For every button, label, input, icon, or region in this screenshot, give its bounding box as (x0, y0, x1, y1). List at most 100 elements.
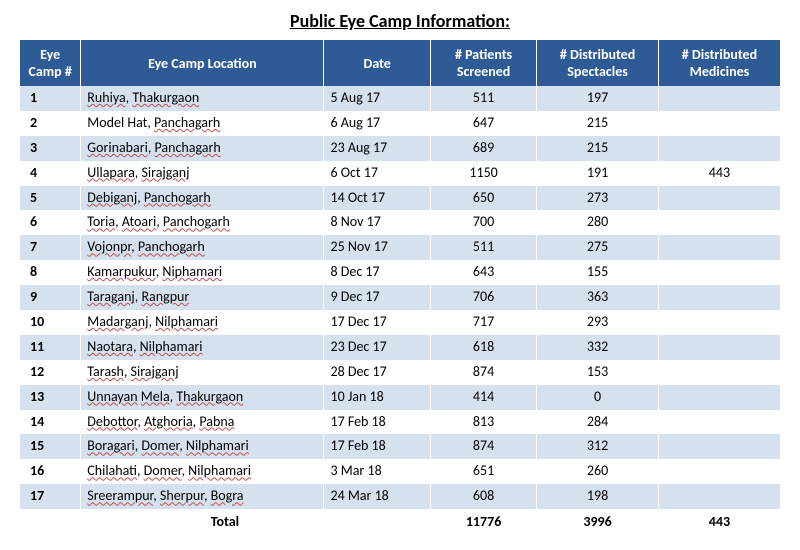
cell-location: Madarganj, Nilphamari (81, 310, 324, 335)
col-patients: # Patients Screened (430, 40, 536, 86)
col-camp-num: Eye Camp # (20, 40, 81, 86)
table-row: 14Debottor, Atghoria, Pabna17 Feb 188132… (20, 410, 780, 435)
cell-patients: 511 (430, 86, 536, 111)
cell-spectacles: 260 (537, 459, 659, 484)
cell-patients: 874 (430, 360, 536, 385)
cell-medicines (658, 484, 780, 509)
table-row: 6Toria, Atoari, Panchogarh8 Nov 17700280 (20, 210, 780, 235)
table-row: 8Kamarpukur, Niphamari8 Dec 17643155 (20, 260, 780, 285)
cell-camp-num: 7 (20, 235, 81, 260)
cell-camp-num: 8 (20, 260, 81, 285)
cell-patients: 608 (430, 484, 536, 509)
cell-spectacles: 0 (537, 385, 659, 410)
cell-medicines (658, 111, 780, 136)
cell-camp-num: 17 (20, 484, 81, 509)
cell-medicines (658, 235, 780, 260)
cell-spectacles: 191 (537, 161, 659, 186)
cell-date: 6 Oct 17 (324, 161, 430, 186)
cell-camp-num: 1 (20, 86, 81, 111)
eye-camp-table: Eye Camp # Eye Camp Location Date # Pati… (20, 40, 780, 535)
cell-spectacles: 198 (537, 484, 659, 509)
cell-location: Chilahati, Domer, Nilphamari (81, 459, 324, 484)
cell-date: 23 Dec 17 (324, 335, 430, 360)
cell-location: Naotara, Nilphamari (81, 335, 324, 360)
col-date: Date (324, 40, 430, 86)
total-medicines: 443 (658, 509, 780, 535)
cell-spectacles: 215 (537, 111, 659, 136)
table-row: 12Tarash, Sirajganj28 Dec 17874153 (20, 360, 780, 385)
table-row: 2Model Hat, Panchagarh6 Aug 17647215 (20, 111, 780, 136)
total-patients: 11776 (430, 509, 536, 535)
cell-spectacles: 363 (537, 285, 659, 310)
table-row: 9Taraganj, Rangpur9 Dec 17706363 (20, 285, 780, 310)
cell-patients: 650 (430, 186, 536, 211)
total-label: Total (20, 509, 430, 535)
cell-date: 14 Oct 17 (324, 186, 430, 211)
cell-location: Debottor, Atghoria, Pabna (81, 410, 324, 435)
cell-medicines (658, 136, 780, 161)
cell-camp-num: 9 (20, 285, 81, 310)
cell-patients: 700 (430, 210, 536, 235)
cell-camp-num: 3 (20, 136, 81, 161)
cell-date: 10 Jan 18 (324, 385, 430, 410)
cell-medicines (658, 310, 780, 335)
cell-medicines (658, 86, 780, 111)
cell-patients: 643 (430, 260, 536, 285)
cell-patients: 689 (430, 136, 536, 161)
table-body: 1Ruhiya, Thakurgaon5 Aug 175111972Model … (20, 86, 780, 535)
cell-date: 8 Nov 17 (324, 210, 430, 235)
cell-location: Debiganj, Panchogarh (81, 186, 324, 211)
cell-spectacles: 280 (537, 210, 659, 235)
cell-camp-num: 2 (20, 111, 81, 136)
table-row: 5Debiganj, Panchogarh14 Oct 17650273 (20, 186, 780, 211)
cell-spectacles: 197 (537, 86, 659, 111)
table-header: Eye Camp # Eye Camp Location Date # Pati… (20, 40, 780, 86)
col-location: Eye Camp Location (81, 40, 324, 86)
table-row: 3Gorinabari, Panchagarh23 Aug 17689215 (20, 136, 780, 161)
cell-spectacles: 284 (537, 410, 659, 435)
cell-camp-num: 10 (20, 310, 81, 335)
table-row: 13Unnayan Mela, Thakurgaon10 Jan 184140 (20, 385, 780, 410)
cell-patients: 706 (430, 285, 536, 310)
cell-location: Gorinabari, Panchagarh (81, 136, 324, 161)
cell-date: 17 Dec 17 (324, 310, 430, 335)
cell-spectacles: 273 (537, 186, 659, 211)
cell-camp-num: 4 (20, 161, 81, 186)
cell-medicines (658, 360, 780, 385)
cell-spectacles: 312 (537, 434, 659, 459)
cell-date: 17 Feb 18 (324, 410, 430, 435)
cell-date: 24 Mar 18 (324, 484, 430, 509)
table-row: 17Sreerampur, Sherpur, Bogra24 Mar 18608… (20, 484, 780, 509)
cell-date: 6 Aug 17 (324, 111, 430, 136)
cell-medicines (658, 285, 780, 310)
cell-date: 8 Dec 17 (324, 260, 430, 285)
cell-date: 9 Dec 17 (324, 285, 430, 310)
cell-medicines (658, 260, 780, 285)
cell-camp-num: 13 (20, 385, 81, 410)
cell-location: Sreerampur, Sherpur, Bogra (81, 484, 324, 509)
cell-spectacles: 275 (537, 235, 659, 260)
cell-patients: 813 (430, 410, 536, 435)
cell-medicines (658, 210, 780, 235)
cell-patients: 511 (430, 235, 536, 260)
cell-spectacles: 293 (537, 310, 659, 335)
cell-patients: 647 (430, 111, 536, 136)
cell-patients: 618 (430, 335, 536, 360)
cell-patients: 1150 (430, 161, 536, 186)
cell-medicines (658, 410, 780, 435)
cell-spectacles: 153 (537, 360, 659, 385)
table-row: 11Naotara, Nilphamari23 Dec 17618332 (20, 335, 780, 360)
page-title: Public Eye Camp Information: (20, 10, 780, 32)
col-medicines: # Distributed Medicines (658, 40, 780, 86)
col-spectacles: # Distributed Spectacles (537, 40, 659, 86)
cell-spectacles: 332 (537, 335, 659, 360)
cell-location: Toria, Atoari, Panchogarh (81, 210, 324, 235)
cell-location: Tarash, Sirajganj (81, 360, 324, 385)
cell-camp-num: 11 (20, 335, 81, 360)
cell-location: Vojonpr, Panchogarh (81, 235, 324, 260)
cell-location: Unnayan Mela, Thakurgaon (81, 385, 324, 410)
cell-medicines (658, 385, 780, 410)
cell-patients: 874 (430, 434, 536, 459)
table-row: 16Chilahati, Domer, Nilphamari3 Mar 1865… (20, 459, 780, 484)
cell-camp-num: 16 (20, 459, 81, 484)
